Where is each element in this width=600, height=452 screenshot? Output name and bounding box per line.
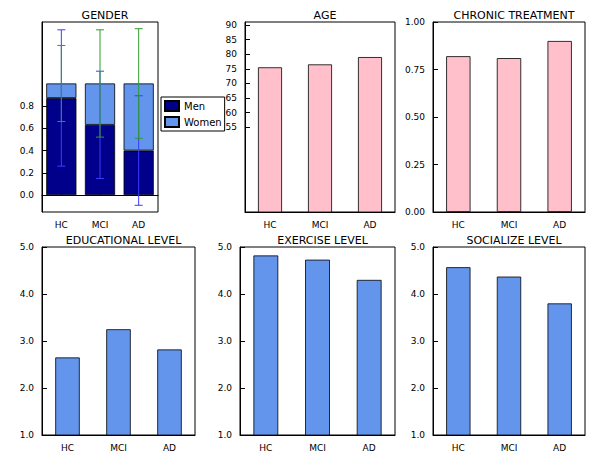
svg-text:AD: AD <box>553 443 566 452</box>
svg-text:HC: HC <box>263 220 276 230</box>
svg-text:60: 60 <box>226 108 238 118</box>
svg-text:MCI: MCI <box>92 220 109 230</box>
svg-text:0.75: 0.75 <box>405 65 425 75</box>
svg-text:Women: Women <box>184 117 222 128</box>
svg-text:AD: AD <box>553 220 566 230</box>
svg-text:90: 90 <box>226 20 238 30</box>
svg-text:1.0: 1.0 <box>20 430 35 440</box>
svg-text:3.0: 3.0 <box>411 336 426 346</box>
svg-text:2.0: 2.0 <box>411 383 426 393</box>
svg-text:4.0: 4.0 <box>20 289 35 299</box>
svg-text:75: 75 <box>226 64 237 74</box>
svg-text:85: 85 <box>226 35 237 45</box>
svg-text:0.25: 0.25 <box>405 160 425 170</box>
svg-text:1.0: 1.0 <box>218 430 233 440</box>
svg-text:MCI: MCI <box>312 220 329 230</box>
svg-text:HC: HC <box>452 443 465 452</box>
svg-text:0.00: 0.00 <box>405 207 425 217</box>
svg-text:2.0: 2.0 <box>20 383 35 393</box>
svg-text:HC: HC <box>61 443 74 452</box>
svg-text:CHRONIC TREATMENT: CHRONIC TREATMENT <box>454 9 575 22</box>
svg-text:AD: AD <box>363 220 376 230</box>
svg-text:HC: HC <box>259 443 272 452</box>
svg-text:70: 70 <box>226 78 238 88</box>
svg-text:0.0: 0.0 <box>20 190 35 200</box>
svg-text:AD: AD <box>163 443 176 452</box>
svg-text:80: 80 <box>226 49 238 59</box>
svg-text:4.0: 4.0 <box>218 289 233 299</box>
svg-text:3.0: 3.0 <box>20 336 35 346</box>
svg-text:0.2: 0.2 <box>20 168 34 178</box>
svg-text:0.50: 0.50 <box>405 112 425 122</box>
svg-text:55: 55 <box>226 122 237 132</box>
svg-text:5.0: 5.0 <box>20 242 35 252</box>
svg-text:MCI: MCI <box>501 443 518 452</box>
svg-text:0.6: 0.6 <box>20 123 35 133</box>
svg-text:HC: HC <box>452 220 465 230</box>
svg-text:1.0: 1.0 <box>411 430 426 440</box>
svg-text:2.0: 2.0 <box>218 383 233 393</box>
svg-text:MCI: MCI <box>501 220 518 230</box>
svg-text:EXERCISE LEVEL: EXERCISE LEVEL <box>277 234 368 247</box>
svg-text:65: 65 <box>226 93 237 103</box>
svg-text:0.4: 0.4 <box>20 146 35 156</box>
svg-text:EDUCATIONAL LEVEL: EDUCATIONAL LEVEL <box>66 234 182 247</box>
svg-text:AD: AD <box>132 220 145 230</box>
svg-text:SOCIALIZE LEVEL: SOCIALIZE LEVEL <box>466 234 562 247</box>
svg-text:GENDER: GENDER <box>82 9 129 22</box>
svg-text:HC: HC <box>55 220 68 230</box>
svg-text:MCI: MCI <box>309 443 326 452</box>
svg-text:3.0: 3.0 <box>218 336 233 346</box>
svg-text:0.8: 0.8 <box>20 101 35 111</box>
svg-text:4.0: 4.0 <box>411 289 426 299</box>
svg-text:5.0: 5.0 <box>411 242 426 252</box>
svg-text:5.0: 5.0 <box>218 242 233 252</box>
svg-text:AD: AD <box>363 443 376 452</box>
svg-text:MCI: MCI <box>110 443 127 452</box>
svg-text:Men: Men <box>184 101 205 112</box>
svg-text:AGE: AGE <box>314 9 337 22</box>
svg-text:1.00: 1.00 <box>405 17 425 27</box>
